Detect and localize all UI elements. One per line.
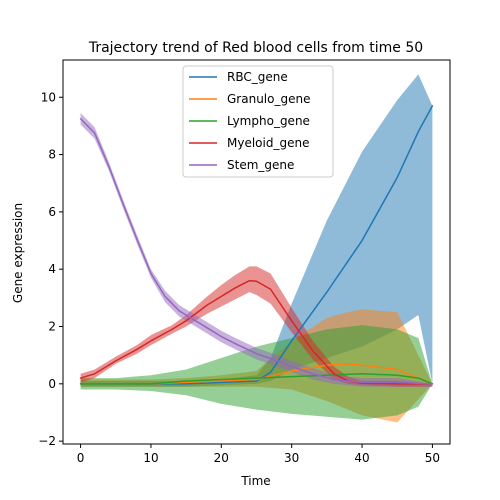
lympho-gene-legend-label: Lympho_gene xyxy=(227,114,310,128)
y-tick-label: 2 xyxy=(48,320,56,334)
series-lines xyxy=(79,105,434,385)
y-tick-label: −2 xyxy=(38,434,56,448)
x-axis-label: Time xyxy=(240,474,270,488)
x-tick-label: 20 xyxy=(214,451,229,465)
rbc-gene-legend-label: RBC_gene xyxy=(227,70,288,84)
x-tick-label: 40 xyxy=(354,451,369,465)
myeloid-gene-line xyxy=(79,279,434,385)
y-tick-label: 8 xyxy=(48,148,56,162)
y-tick-label: 6 xyxy=(48,205,56,219)
rbc-gene-band xyxy=(80,74,433,387)
legend: RBC_gene Granulo_gene Lympho_gene Myeloid_g… xyxy=(182,65,334,178)
myeloid-gene-legend-label: Myeloid_gene xyxy=(227,136,309,150)
y-axis-ticks: −2 0 2 4 6 8 10 xyxy=(38,90,63,448)
y-tick-label: 4 xyxy=(48,262,56,276)
stem-gene-line xyxy=(79,118,434,385)
x-tick-label: 50 xyxy=(425,451,440,465)
confidence-bands xyxy=(80,74,433,423)
stem-gene-legend-label: Stem_gene xyxy=(227,158,294,172)
x-tick-label: 0 xyxy=(77,451,85,465)
myeloid-gene-band xyxy=(80,266,433,387)
lympho-gene-band xyxy=(80,325,433,420)
x-axis-ticks: 0 10 20 30 40 50 xyxy=(77,444,440,465)
legend-items: RBC_gene Granulo_gene Lympho_gene Myeloid_g… xyxy=(189,70,310,172)
y-tick-label: 10 xyxy=(41,90,56,104)
legend-box xyxy=(182,65,334,178)
y-tick-label: 0 xyxy=(48,377,56,391)
y-axis-label: Gene expression xyxy=(11,203,25,303)
chart-title: Trajectory trend of Red blood cells from… xyxy=(88,40,423,56)
granulo-gene-legend-label: Granulo_gene xyxy=(227,92,310,106)
x-tick-label: 30 xyxy=(284,451,299,465)
plot-frame xyxy=(62,59,451,445)
lympho-gene-line xyxy=(79,373,434,385)
x-tick-label: 10 xyxy=(143,451,158,465)
